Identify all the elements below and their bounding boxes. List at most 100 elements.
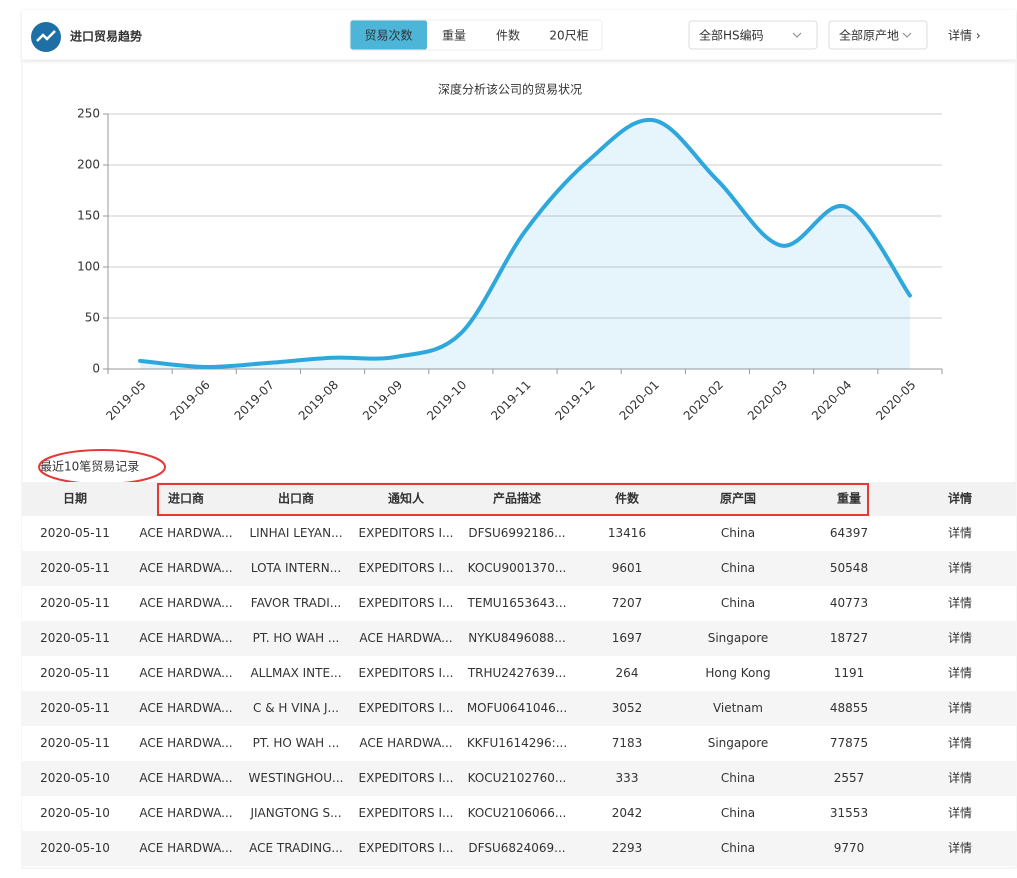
detail-link[interactable]: 详情 (948, 700, 972, 715)
table-cell: 13416 (608, 526, 646, 540)
table-cell: ACE HARDWA... (139, 701, 232, 715)
table-cell: 2042 (612, 806, 643, 820)
logo-icon (36, 30, 56, 42)
detail-link[interactable]: 详情 (948, 840, 972, 855)
table-cell: 2020-05-11 (40, 736, 110, 750)
table-cell: 18727 (830, 631, 868, 645)
detail-link[interactable]: 详情 (948, 595, 972, 610)
detail-link[interactable]: 详情 (948, 805, 972, 820)
table-cell: FAVOR TRADI... (251, 596, 341, 610)
table-cell: KOCU2106066... (468, 806, 567, 820)
column-header: 进口商 (168, 491, 204, 506)
table-cell: ACE HARDWA... (139, 771, 232, 785)
y-tick-label: 50 (85, 311, 100, 325)
detail-link[interactable]: 详情 (948, 770, 972, 785)
detail-link[interactable]: 详情 (948, 665, 972, 680)
table-cell: LINHAI LEYAN... (249, 526, 342, 540)
table-cell: 64397 (830, 526, 868, 540)
x-tick-label: 2019-12 (552, 378, 597, 423)
y-tick-label: 0 (92, 362, 100, 376)
table-cell: ACE HARDWA... (139, 841, 232, 855)
table-cell: 2020-05-11 (40, 666, 110, 680)
x-tick-label: 2020-02 (681, 378, 726, 423)
table-cell: 40773 (830, 596, 868, 610)
tab[interactable]: 重量 (442, 29, 466, 43)
table-cell: Hong Kong (705, 666, 770, 680)
table-cell: 333 (616, 771, 639, 785)
detail-link[interactable]: 详情 (948, 735, 972, 750)
table-cell: ACE HARDWA... (359, 736, 452, 750)
table-cell: NYKU8496088... (468, 631, 566, 645)
table-cell: ACE HARDWA... (139, 561, 232, 575)
detail-link[interactable]: 详情 › (948, 28, 981, 43)
column-header: 件数 (615, 491, 640, 506)
table-row (22, 586, 1016, 621)
table-cell: TEMU1653643... (467, 596, 567, 610)
table-cell: China (721, 526, 755, 540)
detail-link[interactable]: 详情 (948, 560, 972, 575)
tab-active-bg (350, 20, 427, 50)
highlight-box (157, 483, 869, 516)
table-cell: ACE HARDWA... (139, 806, 232, 820)
detail-link[interactable]: 详情 (948, 525, 972, 540)
table-cell: China (721, 596, 755, 610)
detail-link[interactable]: 详情 (948, 630, 972, 645)
column-header: 重量 (837, 491, 861, 506)
column-header: 日期 (63, 491, 87, 506)
table-cell: 2020-05-11 (40, 561, 110, 575)
x-tick-label: 2019-05 (103, 378, 148, 423)
table-caption: 最近10笔贸易记录 (40, 459, 139, 474)
table-cell: PT. HO WAH ... (253, 631, 340, 645)
filter-dropdown[interactable] (688, 20, 818, 50)
line (138, 117, 912, 369)
filter-label[interactable]: 全部原产地 (839, 28, 899, 43)
table-cell: 2020-05-11 (40, 526, 110, 540)
table-cell: 2020-05-11 (40, 701, 110, 715)
tab[interactable]: 件数 (496, 28, 520, 43)
table-row (22, 656, 1016, 691)
dropdown-arrow (902, 32, 912, 38)
y-tick-label: 200 (77, 158, 100, 172)
filter-dropdown[interactable] (828, 20, 928, 50)
header-title: 进口贸易趋势 (70, 29, 142, 44)
table-cell: 9601 (612, 561, 643, 575)
table-row (22, 621, 1016, 656)
table-cell: 9770 (834, 841, 865, 855)
table-cell: China (721, 806, 755, 820)
table-cell: DFSU6992186... (468, 526, 565, 540)
table-cell: EXPEDITORS I... (359, 806, 454, 820)
chart-title: 深度分析该公司的贸易状况 (438, 82, 582, 97)
table-cell: TRHU2427639... (467, 666, 566, 680)
table-cell: 2557 (834, 771, 865, 785)
column-header: 原产国 (720, 491, 756, 506)
filter-label[interactable]: 全部HS编码 (699, 28, 764, 43)
table-cell: ACE HARDWA... (359, 631, 452, 645)
y-tick-label: 250 (77, 107, 100, 121)
x-tick-label: 2019-07 (232, 378, 277, 423)
table-row (22, 691, 1016, 726)
column-header: 产品描述 (493, 491, 541, 506)
table-cell: 1697 (612, 631, 643, 645)
table-cell: 1191 (834, 666, 865, 680)
x-tick-label: 2020-04 (809, 378, 854, 423)
table-cell: 3052 (612, 701, 643, 715)
table-cell: ACE HARDWA... (139, 666, 232, 680)
table-row (22, 761, 1016, 796)
table-cell: Vietnam (713, 701, 763, 715)
table-cell: ACE HARDWA... (139, 526, 232, 540)
table-cell: ACE HARDWA... (139, 631, 232, 645)
y-tick-label: 150 (77, 209, 100, 223)
panel (21, 59, 1017, 869)
x-tick-label: 2019-06 (167, 378, 212, 423)
column-header: 出口商 (278, 491, 314, 506)
x-tick-label: 2020-05 (873, 378, 918, 423)
x-tick-label: 2019-10 (424, 378, 469, 423)
table-cell: EXPEDITORS I... (359, 526, 454, 540)
x-tick-label: 2020-03 (745, 378, 790, 423)
tab[interactable]: 贸易次数 (364, 28, 412, 43)
tab[interactable]: 20尺柜 (549, 29, 588, 43)
x-tick-label: 2019-08 (296, 378, 341, 423)
table-cell: Singapore (708, 736, 769, 750)
table-cell: 2293 (612, 841, 643, 855)
